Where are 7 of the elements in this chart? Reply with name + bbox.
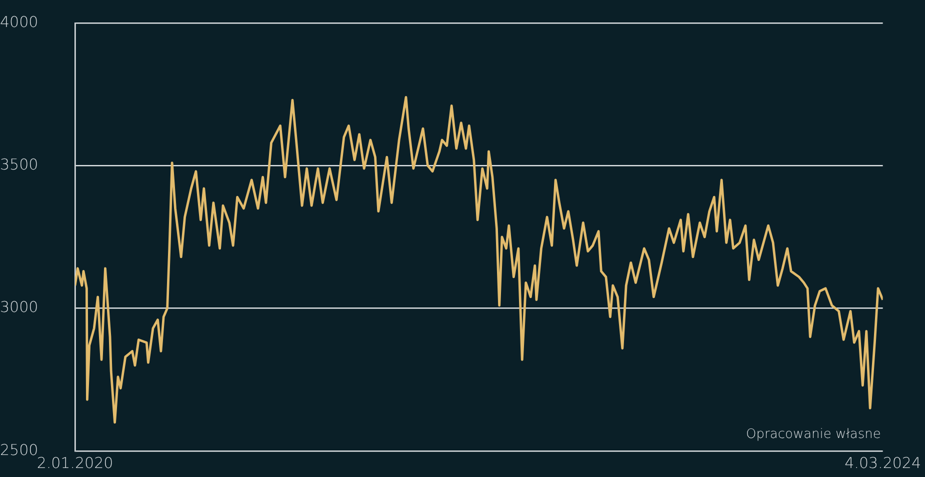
y-tick-label: 3500 [0, 156, 38, 174]
y-tick-label: 4000 [0, 12, 38, 31]
y-tick-label: 3000 [0, 298, 38, 316]
x-tick-label: 2.01.2020 [36, 454, 114, 472]
annotation: Opracowanie własne [746, 426, 881, 442]
y-tick-label: 2500 [0, 440, 38, 459]
x-tick-label: 4.03.2024 [844, 454, 921, 472]
